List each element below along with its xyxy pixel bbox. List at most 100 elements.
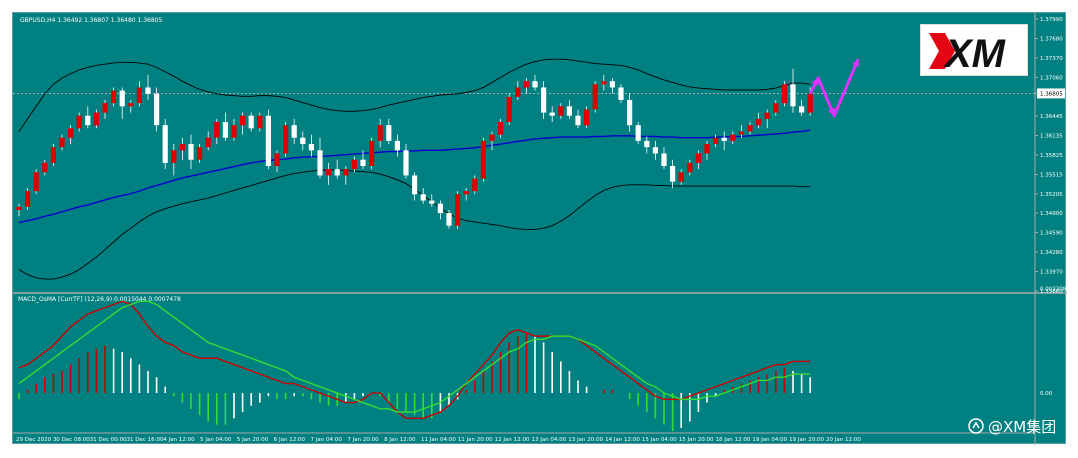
price-tick-label: 1.37370 [1040, 56, 1063, 62]
wechat-channel-icon [968, 418, 984, 434]
candle-body [420, 194, 426, 201]
candle-body [652, 147, 658, 154]
candle-body [437, 203, 443, 214]
candle-body [455, 194, 461, 226]
chart-window: 1.37990 1.37680 1.37370 1.37060 1.36805 1.364… [12, 12, 1067, 445]
xm-logo-mark: XM [929, 32, 1007, 73]
candle-body [575, 115, 581, 126]
candle-body [489, 134, 495, 141]
candle-body [154, 93, 160, 126]
candle-body [738, 131, 744, 135]
macd-tick-label: 0.00 [1040, 391, 1053, 397]
candle-body [136, 87, 142, 104]
candle-body [463, 191, 469, 195]
candle-body [764, 112, 770, 119]
candle-body [50, 147, 56, 163]
candle-body [429, 200, 435, 204]
candle-body [523, 81, 529, 88]
candle-body [394, 140, 400, 151]
candle-body [317, 150, 323, 176]
candle-body [661, 153, 667, 166]
candle-body [76, 115, 82, 129]
candle-body [403, 150, 409, 176]
time-tick-label: 6 Jan 12:00 [274, 437, 306, 443]
time-tick-label: 31 Dec 00:00 [90, 437, 127, 443]
candle-body [592, 84, 598, 110]
candle-body [231, 125, 237, 138]
candle-body [85, 115, 91, 126]
candle-body [498, 122, 504, 135]
time-tick-label: 12 Jan 12:00 [495, 437, 530, 443]
time-tick-label: 13 Jan 04:00 [531, 437, 566, 443]
candle-body [25, 191, 31, 207]
candle-body [627, 100, 633, 126]
candle-body [119, 90, 125, 107]
candle-body [205, 137, 211, 148]
candle-body [128, 103, 134, 107]
time-tick-label: 5 Jan 20:00 [237, 437, 269, 443]
candle-body [807, 93, 813, 113]
time-tick-label: 4 Jan 12:00 [163, 437, 195, 443]
candle-body [377, 125, 383, 141]
candle-body [308, 144, 314, 151]
candle-body [781, 84, 787, 104]
time-tick-label: 30 Dec 08:00 [53, 437, 90, 443]
time-tick-label: 19 Jan 04:00 [752, 437, 787, 443]
candle-body [248, 115, 254, 129]
candle-body [558, 106, 564, 116]
candle-body [68, 128, 74, 138]
candle-body [188, 144, 194, 160]
candle-body [506, 96, 512, 123]
time-tick-label: 14 Jan 12:00 [605, 437, 640, 443]
time-tick-label: 8 Jan 12:00 [384, 437, 416, 443]
price-tick-label: 1.33970 [1040, 270, 1063, 276]
candle-body [274, 153, 280, 166]
candle-body [197, 147, 203, 160]
candle-body [111, 90, 117, 104]
candle-body [644, 140, 650, 148]
candle-body [584, 109, 590, 126]
candle-body [713, 137, 719, 145]
time-tick-label: 11 Jan 20:00 [458, 437, 493, 443]
candle-body [678, 172, 684, 182]
chart-canvas: 1.37990 1.37680 1.37370 1.37060 1.36805 1.364… [13, 13, 1067, 445]
candle-body [265, 115, 271, 166]
candle-body [515, 87, 521, 97]
candle-body [93, 112, 99, 126]
price-tick-label: 1.35205 [1040, 192, 1063, 198]
price-tick-label: 1.37990 [1040, 17, 1063, 23]
candle-body [704, 144, 710, 154]
candle-body [360, 159, 366, 166]
time-tick-label: 13 Jan 20:00 [568, 437, 603, 443]
macd-tick-label: 0.003308 [1040, 286, 1067, 292]
time-tick-label: 19 Jan 20:00 [789, 437, 824, 443]
candle-body [300, 137, 306, 145]
forecast-arrow-head-1 [811, 78, 819, 87]
time-tick-label: 31 Dec 16:00 [126, 437, 163, 443]
candle-body [480, 140, 486, 179]
candle-body [446, 213, 452, 226]
bollinger-upper-line [18, 58, 811, 132]
candle-body [145, 87, 151, 94]
watermark: @XM集团 [968, 416, 1056, 437]
candle-body [59, 137, 65, 148]
candle-body [16, 206, 22, 210]
candle-body [541, 87, 547, 113]
candle-body [687, 162, 693, 173]
candle-body [721, 137, 727, 141]
time-tick-label: 18 Jan 12:00 [716, 437, 751, 443]
candle-body [386, 125, 392, 141]
macd-main-line [18, 300, 811, 420]
candle-body [799, 106, 805, 113]
time-tick-label: 20 Jan 12:00 [826, 437, 861, 443]
svg-text:XM: XM [943, 32, 1007, 73]
candle-body [369, 140, 375, 166]
candle-body [730, 134, 736, 141]
price-tick-label: 1.37060 [1040, 75, 1063, 81]
price-tick-label: 1.37680 [1040, 36, 1063, 42]
time-tick-label: 15 Jan 20:00 [679, 437, 714, 443]
price-tick-label: 1.33660 [1040, 289, 1063, 295]
candle-body [566, 106, 572, 116]
forecast-arrow-head-3 [851, 59, 859, 68]
candle-body [343, 169, 349, 176]
